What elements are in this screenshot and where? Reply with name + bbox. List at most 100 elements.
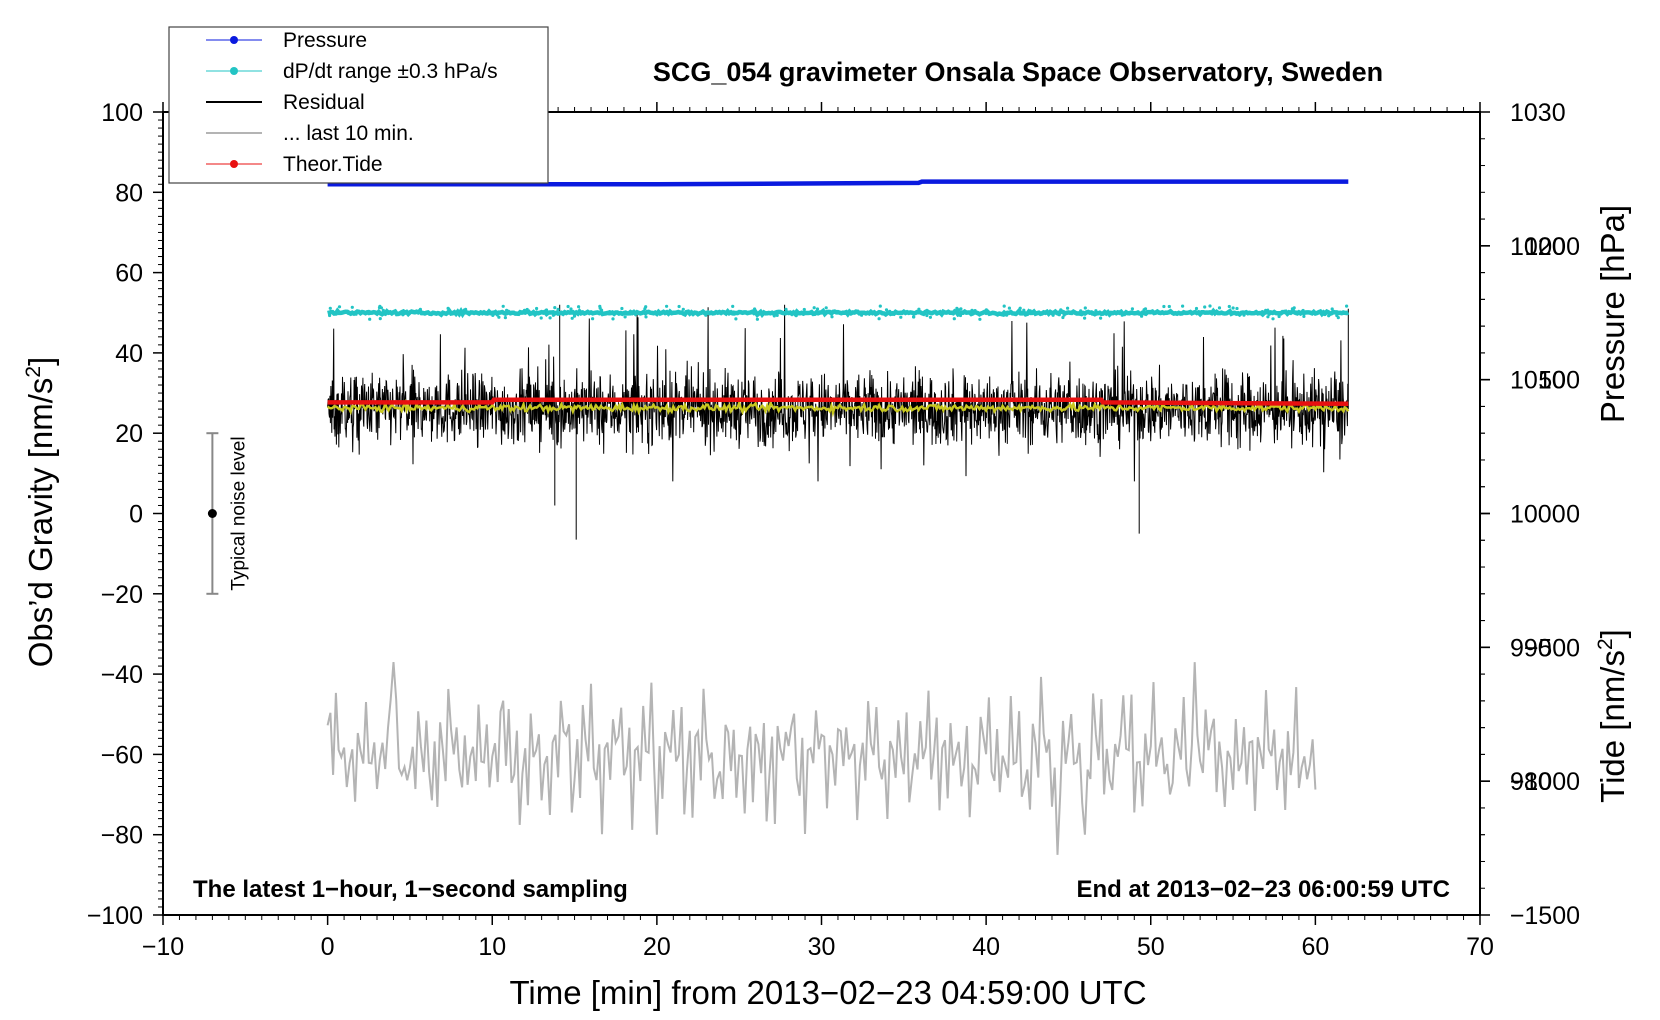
dpdt-point: [1130, 310, 1134, 314]
dpdt-point: [553, 306, 557, 310]
dpdt-point: [665, 304, 669, 308]
x-tick-label: 40: [972, 933, 1000, 961]
dpdt-point: [731, 304, 735, 308]
y-axis-title-tide-tail: ]: [1594, 629, 1631, 638]
dpdt-point: [1059, 308, 1063, 312]
dpdt-point: [1057, 313, 1061, 317]
legend-label: Theor.Tide: [283, 153, 383, 176]
dpdt-point: [1099, 316, 1103, 320]
dpdt-point: [525, 307, 529, 312]
dpdt-point: [379, 306, 383, 310]
dpdt-point: [544, 308, 549, 312]
dpdt-point: [1235, 306, 1239, 311]
dpdt-point: [1341, 310, 1345, 314]
y-tick-label: −60: [101, 741, 143, 769]
dpdt-point: [697, 311, 701, 315]
dpdt-point: [1080, 310, 1084, 314]
series-residual: [327, 304, 1349, 540]
dpdt-point: [877, 317, 881, 321]
dpdt-point: [381, 308, 385, 312]
dpdt-point: [702, 310, 706, 314]
tide-tick-label: 1000: [1524, 233, 1580, 261]
dpdt-point: [802, 307, 806, 312]
pressure-tick-label: 1010: [1510, 367, 1566, 395]
pressure-tick-label: 980: [1510, 768, 1552, 796]
dpdt-point: [1264, 308, 1268, 312]
dpdt-point: [611, 317, 615, 321]
series-pressure: [327, 179, 1349, 187]
series-layer: [326, 179, 1350, 855]
y-tick-label: 0: [129, 501, 143, 529]
dpdt-point: [619, 312, 623, 316]
dpdt-point: [354, 312, 358, 316]
dpdt-point: [772, 314, 776, 318]
dpdt-point: [1327, 310, 1331, 314]
dpdt-point: [677, 304, 681, 309]
tide-tick-label: −1000: [1510, 768, 1580, 796]
dpdt-point: [930, 311, 934, 315]
dpdt-point: [418, 307, 422, 311]
x-tick-label: −10: [142, 933, 184, 961]
dpdt-point: [1259, 310, 1263, 315]
dpdt-point: [1302, 314, 1306, 318]
pressure-tick-label: 1020: [1510, 233, 1566, 261]
dpdt-point: [959, 307, 963, 311]
dpdt-point: [1156, 309, 1160, 313]
dpdt-point: [890, 312, 895, 316]
dpdt-point: [884, 308, 889, 312]
dpdt-point: [350, 305, 354, 309]
dpdt-point: [784, 307, 788, 311]
dpdt-point: [1090, 312, 1094, 316]
y-axis-pressure: 1030 1020 1010 1000 990 980: [1480, 99, 1566, 836]
y-tick-label: −80: [101, 822, 143, 850]
dpdt-point: [917, 307, 921, 311]
dpdt-point: [679, 310, 683, 315]
y-tick-label: 20: [115, 420, 143, 448]
dpdt-point: [1162, 304, 1166, 309]
dpdt-point: [556, 307, 560, 311]
dpdt-point: [497, 315, 501, 319]
dpdt-point: [913, 311, 917, 315]
dpdt-point: [704, 313, 708, 317]
dpdt-point: [603, 311, 608, 315]
pressure-tick-label: 1030: [1510, 99, 1566, 127]
dpdt-point: [878, 304, 882, 308]
dpdt-point: [1295, 310, 1299, 314]
dpdt-point: [1018, 306, 1022, 310]
dpdt-point: [1005, 313, 1009, 317]
dpdt-point: [505, 308, 509, 312]
dpdt-point: [830, 315, 834, 319]
dpdt-point: [665, 310, 669, 314]
dpdt-point: [328, 306, 332, 310]
sampling-note: The latest 1−hour, 1−second sampling: [193, 876, 628, 903]
dpdt-point: [539, 316, 543, 320]
dpdt-point: [1242, 313, 1246, 317]
dpdt-point: [1066, 306, 1070, 310]
dpdt-point: [522, 308, 527, 312]
dpdt-point: [1142, 308, 1146, 312]
dpdt-point: [1345, 304, 1349, 308]
legend-swatch-dot: [230, 67, 238, 75]
dpdt-point: [566, 304, 570, 309]
x-tick-label: 60: [1301, 933, 1329, 961]
dpdt-point: [570, 316, 574, 320]
dpdt-point: [734, 317, 738, 321]
y-axis-title-gravity-tail: ]: [22, 357, 59, 366]
dpdt-point: [1227, 304, 1231, 309]
dpdt-point: [1277, 311, 1282, 315]
series-theor-tide: [327, 397, 1349, 407]
dpdt-point: [681, 307, 685, 311]
dpdt-point: [984, 308, 989, 312]
dpdt-point: [503, 316, 507, 320]
dpdt-point: [928, 315, 933, 319]
dpdt-point: [535, 306, 539, 311]
legend-item: Pressure: [206, 29, 367, 52]
dpdt-point: [1335, 313, 1339, 318]
legend: Pressure dP/dt range ±0.3 hPa/s Residual..…: [168, 26, 549, 184]
legend-label: dP/dt range ±0.3 hPa/s: [283, 60, 498, 83]
legend-item: Residual: [206, 91, 365, 114]
pressure-tick-label: 1000: [1510, 501, 1566, 529]
dpdt-point: [328, 313, 332, 318]
dpdt-point: [1330, 307, 1334, 311]
